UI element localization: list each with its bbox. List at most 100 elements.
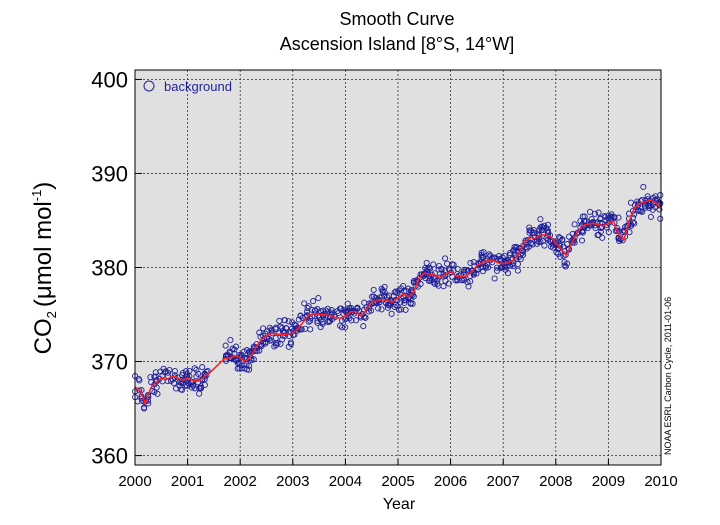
- data-point: [484, 264, 492, 271]
- data-point: [479, 253, 487, 260]
- data-point: [360, 323, 367, 330]
- data-point: [348, 305, 355, 312]
- data-point: [171, 367, 178, 375]
- data-point: [537, 216, 544, 223]
- data-point: [281, 332, 288, 340]
- data-point: [467, 259, 474, 267]
- data-point: [354, 304, 361, 311]
- data-point: [362, 314, 369, 321]
- data-point: [486, 251, 493, 258]
- data-point: [503, 263, 510, 270]
- data-point: [301, 300, 308, 307]
- data-point: [409, 300, 416, 307]
- data-point: [298, 326, 305, 333]
- data-point: [136, 387, 143, 394]
- data-point: [586, 208, 594, 215]
- data-point: [417, 280, 424, 288]
- data-point: [246, 366, 253, 373]
- data-point: [203, 372, 210, 379]
- y-axis-label: CO2 (μmol mol-1): [29, 182, 59, 355]
- data-point: [136, 377, 143, 384]
- smooth-curve-line: [134, 198, 662, 407]
- x-tick-label: 2008: [539, 473, 572, 490]
- data-point: [559, 237, 566, 244]
- data-point: [179, 369, 186, 376]
- data-point: [410, 293, 417, 300]
- data-point: [153, 384, 160, 391]
- data-point: [425, 264, 433, 271]
- data-point: [272, 324, 280, 331]
- data-point: [319, 320, 326, 327]
- data-point: [231, 346, 238, 353]
- data-point: [328, 307, 335, 314]
- x-tick-label: 2002: [224, 473, 257, 490]
- x-tick-label: 2001: [171, 473, 204, 490]
- data-point: [402, 306, 409, 313]
- data-point: [556, 242, 563, 249]
- data-point: [295, 316, 302, 323]
- data-point: [277, 323, 284, 330]
- data-point: [195, 370, 202, 377]
- data-point: [338, 324, 346, 331]
- data-point: [440, 283, 447, 290]
- data-point: [541, 242, 548, 249]
- data-point: [197, 384, 204, 392]
- x-tick-label: 2000: [118, 473, 151, 490]
- data-point: [461, 277, 468, 284]
- data-point: [304, 308, 311, 315]
- y-tick-label: 400: [91, 67, 128, 92]
- y-axis-ticks: 360 370 380 390 400: [91, 67, 142, 469]
- y-axis-label-sub: 2: [44, 311, 59, 318]
- data-point: [445, 280, 452, 287]
- legend-label-background: background: [164, 79, 232, 94]
- data-point: [470, 271, 477, 278]
- data-point: [605, 229, 612, 236]
- data-point: [484, 261, 491, 268]
- x-tick-label: 2007: [487, 473, 520, 490]
- data-point: [631, 220, 638, 227]
- data-point: [260, 325, 267, 332]
- data-point: [602, 213, 609, 221]
- data-point: [619, 228, 626, 235]
- data-point: [527, 240, 535, 247]
- data-point: [381, 283, 388, 290]
- data-point: [315, 294, 322, 302]
- y-tick-label: 370: [91, 350, 128, 375]
- data-point: [388, 310, 395, 317]
- data-point: [615, 214, 622, 221]
- data-point: [520, 251, 527, 258]
- data-point: [179, 386, 186, 393]
- data-point: [588, 216, 595, 223]
- data-point: [324, 305, 331, 312]
- data-point: [544, 221, 552, 228]
- data-point: [442, 255, 449, 262]
- data-point: [285, 318, 292, 325]
- credit-text: NOAA ESRL Carbon Cycle, 2011-01-06: [663, 297, 673, 455]
- data-point: [467, 278, 474, 285]
- data-point: [307, 315, 314, 322]
- data-point: [281, 317, 288, 324]
- legend: background: [143, 79, 232, 94]
- data-point: [539, 224, 546, 231]
- data-point: [287, 339, 294, 346]
- data-point: [578, 237, 586, 244]
- data-point: [423, 259, 430, 266]
- data-point: [274, 340, 281, 347]
- data-point: [379, 287, 386, 294]
- data-point: [657, 200, 664, 207]
- data-point: [378, 306, 385, 313]
- x-tick-label: 2003: [276, 473, 309, 490]
- data-point: [657, 215, 664, 222]
- data-point: [464, 278, 471, 286]
- y-tick-label: 380: [91, 256, 128, 281]
- data-point: [167, 377, 174, 385]
- data-point: [271, 343, 278, 350]
- data-point: [348, 317, 355, 324]
- data-point: [601, 212, 608, 220]
- data-point: [504, 270, 512, 277]
- data-point: [305, 303, 312, 310]
- data-point: [529, 241, 536, 248]
- data-point: [227, 336, 234, 344]
- data-point: [599, 234, 606, 241]
- data-point: [435, 266, 442, 273]
